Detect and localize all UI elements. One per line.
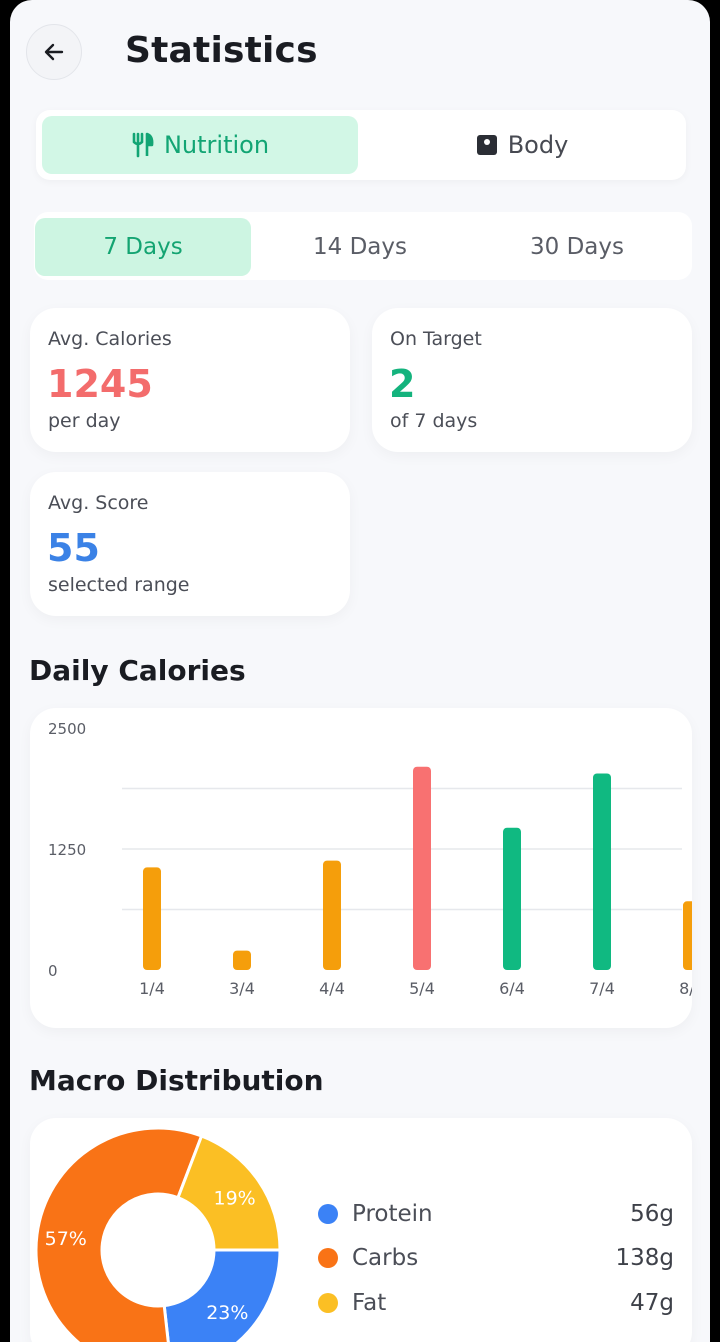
on-target-card: On Target 2 of 7 days — [372, 308, 692, 452]
legend-fat-grams: 47g — [630, 1290, 674, 1316]
avg-calories-sub: per day — [48, 410, 121, 432]
tab-nutrition-label: Nutrition — [163, 131, 270, 159]
x-tick-label: 5/4 — [409, 979, 435, 998]
page-title: Statistics — [125, 30, 318, 71]
back-button[interactable] — [26, 24, 82, 80]
arrow-left-icon — [44, 43, 64, 61]
slice-carbs — [34, 1126, 204, 1342]
statistics-screen: Statistics Nutrition Body 7 Days 14 Days… — [10, 0, 710, 1342]
slice-label: 57% — [45, 1228, 87, 1250]
fork-knife-icon — [132, 132, 154, 158]
tab-14-days[interactable]: 14 Days — [313, 234, 407, 260]
legend-fat-name: Fat — [352, 1290, 387, 1316]
x-tick-label: 4/4 — [319, 979, 345, 998]
legend-item-fat: Fat 47g — [318, 1288, 674, 1318]
legend-item-protein: Protein 56g — [318, 1199, 674, 1229]
y-tick-label: 2500 — [48, 720, 86, 738]
main-tab-bar: Nutrition Body — [36, 110, 686, 180]
tab-7-days[interactable]: 7 Days — [35, 218, 251, 276]
legend-protein-grams: 56g — [630, 1201, 674, 1227]
scale-icon — [476, 135, 497, 155]
legend-carbs-name: Carbs — [352, 1245, 419, 1271]
slice-label: 19% — [213, 1187, 255, 1209]
macro-distribution-card: 23% 57% 19% Protein 56g Carbs 138g Fat 47g — [30, 1118, 692, 1342]
carbs-dot — [318, 1248, 338, 1268]
slice-label: 23% — [206, 1302, 248, 1324]
protein-dot — [318, 1204, 338, 1224]
on-target-value: 2 — [389, 362, 416, 406]
on-target-label: On Target — [390, 328, 482, 350]
avg-score-card: Avg. Score 55 selected range — [30, 472, 350, 616]
bar-4/4 — [323, 860, 341, 970]
avg-calories-card: Avg. Calories 1245 per day — [30, 308, 350, 452]
tab-body-label: Body — [507, 131, 569, 159]
avg-calories-label: Avg. Calories — [48, 328, 172, 350]
macro-donut-chart: 23% 57% 19% — [34, 1126, 282, 1342]
bar-7/4 — [593, 773, 611, 970]
on-target-sub: of 7 days — [390, 410, 478, 432]
avg-calories-value: 1245 — [47, 362, 153, 406]
avg-score-sub: selected range — [48, 574, 190, 596]
bar-8/4 — [683, 901, 701, 970]
legend-item-carbs: Carbs 138g — [318, 1243, 674, 1273]
slice-fat — [176, 1134, 282, 1252]
macro-distribution-title: Macro Distribution — [29, 1064, 324, 1097]
bar-6/4 — [503, 827, 521, 970]
fat-dot — [318, 1293, 338, 1313]
daily-calories-chart-card: 0 1250 2500 1/4 3/4 4/4 5/4 6/4 7/4 8/4 — [30, 708, 705, 1028]
avg-score-value: 55 — [47, 526, 100, 570]
x-tick-label: 3/4 — [229, 979, 255, 998]
bar-1/4 — [143, 867, 161, 970]
slice-protein — [162, 1248, 282, 1342]
bar-5/4 — [413, 766, 431, 970]
y-tick-label: 1250 — [48, 841, 86, 859]
x-tick-label: 6/4 — [499, 979, 525, 998]
daily-calories-chart: 0 1250 2500 1/4 3/4 4/4 5/4 6/4 7/4 8/4 — [48, 720, 705, 998]
x-tick-label: 1/4 — [139, 979, 165, 998]
x-tick-label: 8/4 — [679, 979, 692, 998]
avg-score-label: Avg. Score — [48, 492, 149, 514]
bar-3/4 — [233, 950, 251, 970]
tab-30-days[interactable]: 30 Days — [530, 234, 624, 260]
tab-nutrition[interactable]: Nutrition — [42, 116, 358, 174]
y-tick-label: 0 — [48, 962, 58, 980]
daily-calories-title: Daily Calories — [29, 654, 246, 687]
legend-protein-name: Protein — [352, 1201, 433, 1227]
x-tick-label: 7/4 — [589, 979, 615, 998]
tab-body[interactable]: Body — [364, 116, 680, 174]
legend-carbs-grams: 138g — [615, 1245, 675, 1271]
range-tab-bar: 7 Days 14 Days 30 Days — [34, 212, 692, 280]
